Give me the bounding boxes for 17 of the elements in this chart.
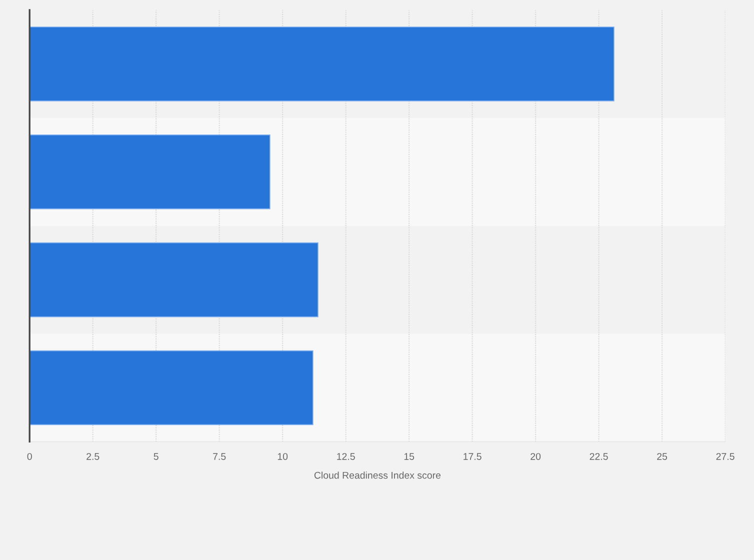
x-tick-label: 5 <box>154 453 158 460</box>
x-tick-label: 2.5 <box>86 453 100 460</box>
bar <box>30 26 614 102</box>
x-tick-label: 10 <box>278 453 288 460</box>
x-tick-label: 25 <box>657 453 668 460</box>
x-tick-label: 20 <box>530 453 541 460</box>
x-tick-label: 15 <box>404 453 414 460</box>
x-tick-label: 7.5 <box>213 453 226 460</box>
x-tick-label: 17.5 <box>464 453 482 460</box>
x-tick-label: 27.5 <box>716 453 734 460</box>
x-axis-title: Cloud Readiness Index score <box>314 472 441 479</box>
bar <box>30 350 314 426</box>
x-tick-label: 0 <box>27 453 32 460</box>
bar <box>30 242 318 318</box>
bar <box>30 134 270 210</box>
x-tick-label: 12.5 <box>337 453 355 460</box>
x-tick-label: 22.5 <box>590 453 608 460</box>
